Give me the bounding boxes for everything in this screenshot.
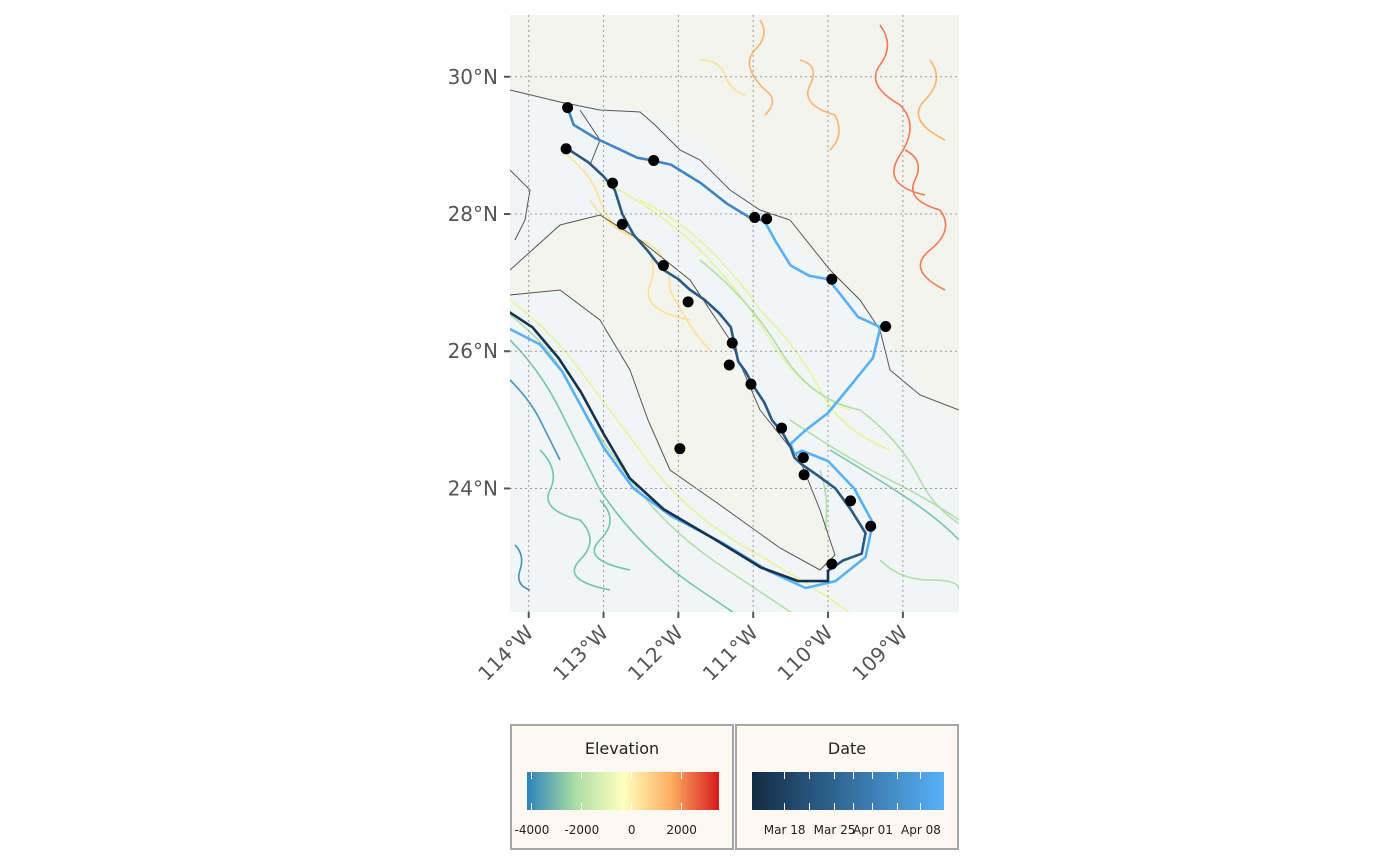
location-point bbox=[865, 520, 877, 532]
date-legend-title: Date bbox=[827, 739, 867, 758]
storm-tracks bbox=[510, 106, 882, 590]
location-point bbox=[826, 273, 838, 285]
elevation-tick-mark bbox=[531, 772, 533, 779]
track-segment bbox=[566, 147, 867, 573]
location-point bbox=[560, 143, 572, 155]
location-point bbox=[562, 102, 574, 114]
lat-tick-label: 28°N bbox=[448, 202, 498, 226]
date-tick-mark bbox=[872, 803, 874, 810]
lon-tick-label: 109°W bbox=[847, 620, 912, 685]
location-point bbox=[745, 378, 757, 390]
location-point bbox=[776, 422, 788, 434]
date-tick-mark bbox=[834, 803, 836, 810]
location-point bbox=[761, 213, 773, 225]
date-tick-label: Apr 08 bbox=[901, 823, 941, 837]
elevation-tick-mark bbox=[531, 803, 533, 810]
date-tick-mark bbox=[809, 803, 811, 810]
lat-tick-label: 30°N bbox=[448, 65, 498, 89]
lon-tick-label: 111°W bbox=[698, 620, 763, 685]
lon-tick-label: 114°W bbox=[473, 620, 538, 685]
location-point bbox=[726, 337, 738, 349]
elevation-tick-mark bbox=[581, 803, 583, 810]
location-point bbox=[616, 218, 628, 230]
baja-peninsula-land bbox=[510, 215, 835, 570]
date-tick-mark bbox=[853, 772, 855, 779]
lon-tick-label: 110°W bbox=[773, 620, 838, 685]
location-point bbox=[674, 443, 686, 455]
date-tick-label: Mar 18 bbox=[763, 823, 806, 837]
elevation-legend-title: Elevation bbox=[584, 739, 660, 758]
elevation-tick-label: 0 bbox=[627, 823, 636, 837]
track-segment bbox=[510, 310, 830, 583]
location-point bbox=[797, 452, 809, 464]
date-tick-label: Mar 25 bbox=[813, 823, 856, 837]
date-tick-mark bbox=[834, 772, 836, 779]
lat-tick-label: 24°N bbox=[448, 476, 498, 500]
date-tick-mark bbox=[897, 803, 899, 810]
elevation-colorbar bbox=[527, 772, 719, 810]
elevation-tick-mark bbox=[631, 772, 633, 779]
location-point bbox=[749, 211, 761, 223]
elevation-tick-mark bbox=[631, 803, 633, 810]
date-tick-mark bbox=[784, 803, 786, 810]
elevation-tick-label: -4000 bbox=[514, 823, 550, 837]
track-segment bbox=[510, 219, 882, 590]
date-tick-mark bbox=[853, 803, 855, 810]
date-tick-mark bbox=[784, 772, 786, 779]
date-tick-mark bbox=[897, 772, 899, 779]
date-tick-label: Apr 01 bbox=[853, 823, 893, 837]
elevation-tick-label: -2000 bbox=[564, 823, 600, 837]
elevation-tick-label: 2000 bbox=[666, 823, 697, 837]
date-tick-mark bbox=[809, 772, 811, 779]
elevation-legend: Elevation -4000 -2000 0 2000 bbox=[510, 724, 734, 850]
location-point bbox=[657, 259, 669, 271]
location-point bbox=[826, 558, 838, 570]
location-point bbox=[682, 296, 694, 308]
lon-tick-label: 112°W bbox=[623, 620, 688, 685]
location-point bbox=[648, 154, 660, 166]
elevation-tick-mark bbox=[581, 772, 583, 779]
location-point bbox=[844, 495, 856, 507]
date-colorbar bbox=[752, 772, 944, 810]
location-point bbox=[607, 177, 619, 189]
location-point bbox=[798, 469, 810, 481]
location-point bbox=[880, 321, 892, 333]
date-legend: Date Mar 18 Mar 25 Apr 01 Apr 08 bbox=[735, 724, 959, 850]
elevation-tick-mark bbox=[681, 803, 683, 810]
elevation-tick-mark bbox=[681, 772, 683, 779]
date-tick-mark bbox=[920, 803, 922, 810]
location-point bbox=[723, 359, 735, 371]
lon-tick-label: 113°W bbox=[548, 620, 613, 685]
date-tick-mark bbox=[872, 772, 874, 779]
date-tick-mark bbox=[920, 772, 922, 779]
locations bbox=[560, 102, 892, 570]
lat-tick-label: 26°N bbox=[448, 339, 498, 363]
